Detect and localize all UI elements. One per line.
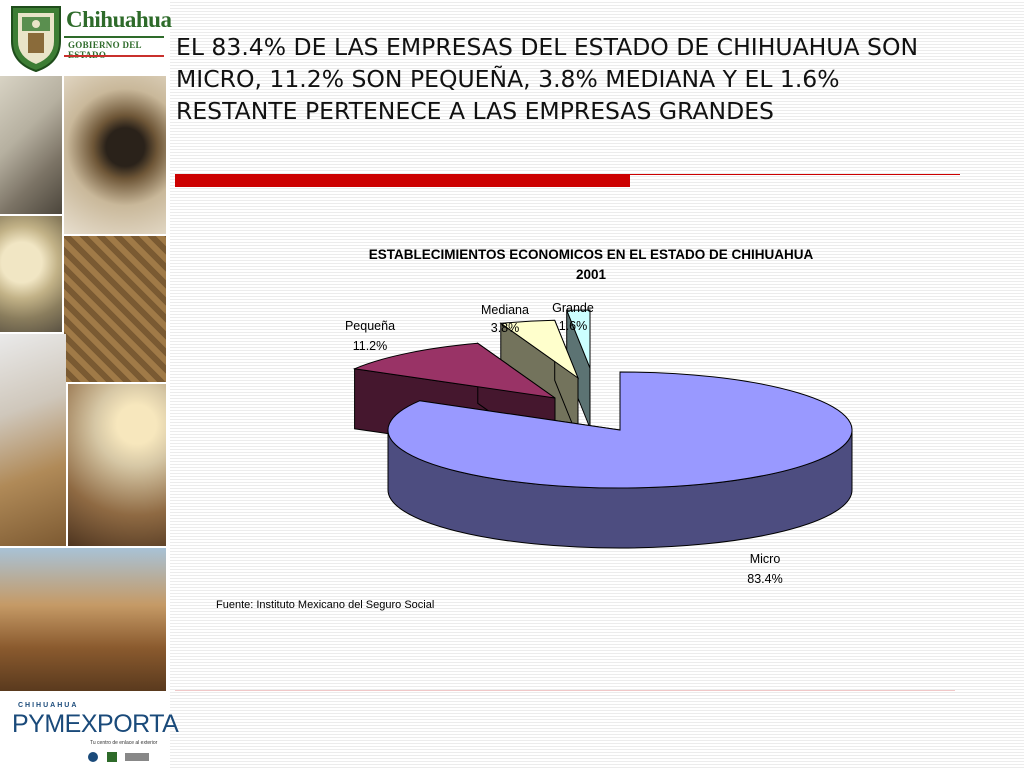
slice-value-peque-a: 11.2% [353, 339, 388, 353]
photo-food-worker [0, 334, 66, 546]
pymexporta-logo: CHIHUAHUA PYMEXPORTA Tu centro de enlace… [0, 692, 179, 768]
slice-value-grande: 1.6% [559, 319, 588, 333]
chart-title: ESTABLECIMIENTOS ECONOMICOS EN EL ESTADO… [369, 247, 814, 262]
slice-label-grande: Grande [552, 301, 594, 315]
chart-subtitle: 2001 [576, 267, 607, 282]
pymexporta-name: PYMEXPORTA [12, 710, 179, 738]
logo-accent-line [64, 55, 164, 57]
slice-value-mediana: 3.8% [491, 321, 520, 335]
pie-chart: ESTABLECIMIENTOS ECONOMICOS EN EL ESTADO… [345, 247, 853, 586]
slice-label-mediana: Mediana [481, 303, 529, 317]
chart-source: Fuente: Instituto Mexicano del Seguro So… [216, 599, 435, 611]
photo-pottery [64, 76, 166, 234]
photo-cheese [0, 216, 62, 332]
pie-labels: Micro 83.4% Pequeña 11.2% Mediana 3.8% Grande 1… [345, 301, 783, 586]
photo-workers [0, 76, 62, 214]
sidebar: Chihuahua GOBIERNO DEL ESTADO CHIHUAHUA … [0, 0, 179, 768]
pymexporta-state: CHIHUAHUA [18, 702, 79, 709]
heading-accent-line [630, 174, 960, 175]
pie-slices [352, 309, 853, 549]
partner-logos-icon [88, 752, 149, 762]
photo-collage [0, 76, 166, 691]
pie-slice-mediana [499, 319, 580, 439]
slice-label-micro: Micro [750, 552, 781, 566]
photo-lamp [68, 384, 166, 546]
coat-of-arms-icon [11, 6, 61, 73]
logo-divider [64, 36, 164, 38]
footer-divider [175, 690, 955, 691]
logo-subtitle: GOBIERNO DEL ESTADO [68, 40, 142, 60]
pymexporta-tagline: Tu centro de enlace al exterior [90, 740, 158, 746]
logo-title: Chihuahua [66, 7, 172, 32]
pie-slice-micro [387, 371, 853, 549]
slice-value-micro: 83.4% [747, 572, 782, 586]
photo-furniture [0, 548, 166, 691]
photo-baskets [64, 236, 166, 382]
chihuahua-government-logo: Chihuahua GOBIERNO DEL ESTADO [0, 0, 172, 74]
heading-accent-bar [175, 174, 630, 187]
slide-heading: EL 83.4% DE LAS EMPRESAS DEL ESTADO DE C… [176, 33, 919, 125]
slice-label-peque-a: Pequeña [345, 319, 395, 333]
